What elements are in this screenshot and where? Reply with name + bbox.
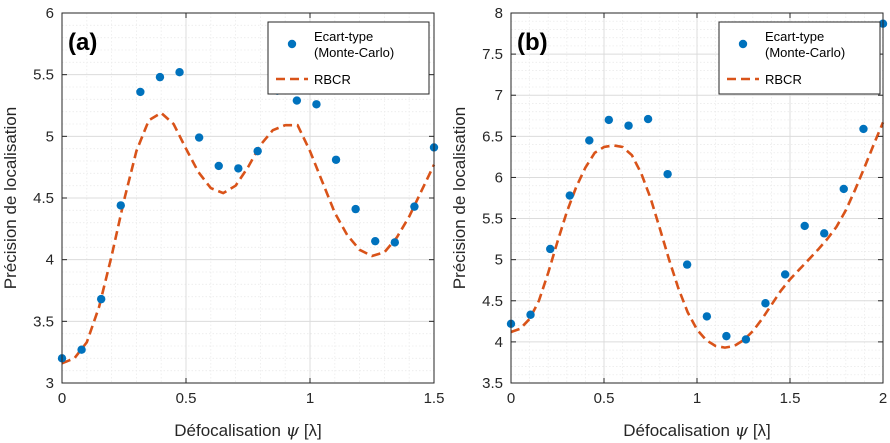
y-tick-label: 5.5	[33, 67, 54, 84]
monte-carlo-point	[331, 155, 341, 164]
panel-b-ytick-labels: 3.5 4 4.5 5 5.5 6 6.5 7 7.5 8	[482, 5, 503, 392]
monte-carlo-point	[77, 345, 86, 354]
panel-b-label: (b)	[517, 29, 548, 56]
panel-b-xlabel: Défocalisation ψ [λ]	[623, 421, 771, 441]
y-tick-label: 4	[46, 252, 54, 269]
legend-marker-monte-carlo	[738, 39, 748, 49]
y-tick-label: 5	[495, 252, 503, 269]
panel-a: (a) 0 0.5 1 1.5 3 3.5 4 4.5 5 5.5 6 Défocalisatio…	[1, 5, 444, 441]
panel-b: (b) 0 0.5 1 1.5 2 3.5 4 4.5 5 5.5 6 6.5 7 7.5 8 Défoc…	[450, 5, 888, 441]
panel-a-legend: Ecart-type (Monte-Carlo) RBCR	[267, 21, 430, 95]
panel-a-grid	[61, 12, 435, 384]
x-tick-label: 0.5	[594, 390, 615, 407]
monte-carlo-point	[643, 114, 653, 124]
y-tick-label: 6.5	[482, 128, 503, 145]
y-tick-label: 6	[495, 169, 503, 186]
x-tick-label: 1	[693, 390, 701, 407]
monte-carlo-point	[741, 335, 751, 344]
monte-carlo-point	[390, 238, 400, 247]
y-tick-label: 8	[495, 5, 503, 22]
x-tick-label: 0	[507, 390, 515, 407]
legend-box	[718, 21, 881, 95]
monte-carlo-point	[136, 87, 145, 97]
monte-carlo-point	[604, 115, 614, 125]
monte-carlo-point	[410, 202, 419, 211]
panel-b-xlabel-prefix: Défocalisation	[623, 421, 735, 440]
legend-marker-monte-carlo	[287, 39, 297, 49]
panel-a-xtick-labels: 0 0.5 1 1.5	[58, 390, 445, 407]
x-tick-label: 0	[58, 390, 66, 407]
monte-carlo-point	[253, 146, 262, 156]
x-tick-label: 1.5	[780, 390, 801, 407]
y-tick-label: 3.5	[33, 313, 54, 330]
panel-a-ylabel: Précision de localisation	[1, 107, 20, 289]
panel-b-xlabel-symbol: ψ	[735, 421, 749, 441]
monte-carlo-point	[722, 331, 731, 341]
panel-b-xtick-labels: 0 0.5 1 1.5 2	[507, 390, 887, 407]
y-tick-label: 7	[495, 87, 503, 104]
monte-carlo-point	[800, 221, 809, 231]
monte-carlo-point	[585, 136, 594, 145]
panel-a-xlabel-unit: [λ]	[299, 421, 322, 440]
monte-carlo-point	[565, 191, 574, 200]
y-tick-label: 4	[495, 334, 503, 351]
panel-b-xlabel-unit: [λ]	[748, 421, 771, 440]
monte-carlo-point	[292, 96, 302, 105]
monte-carlo-point	[859, 124, 868, 134]
panel-a-xlabel-prefix: Défocalisation	[174, 421, 286, 440]
monte-carlo-point	[546, 244, 555, 254]
monte-carlo-point	[312, 100, 321, 109]
x-tick-label: 1.5	[424, 390, 445, 407]
panel-a-axes	[61, 12, 435, 384]
monte-carlo-point	[371, 236, 380, 246]
monte-carlo-point	[116, 201, 125, 210]
panel-a-xlabel: Défocalisation ψ [λ]	[174, 421, 322, 441]
x-tick-label: 2	[879, 390, 887, 407]
legend-label-monte-carlo: Ecart-type (Monte-Carlo)	[314, 29, 394, 60]
monte-carlo-point	[175, 68, 184, 77]
x-tick-label: 0.5	[176, 390, 197, 407]
y-tick-label: 4.5	[482, 293, 503, 310]
y-tick-label: 3	[46, 375, 54, 392]
monte-carlo-point	[526, 310, 535, 319]
monte-carlo-point	[96, 294, 106, 304]
monte-carlo-point	[682, 260, 692, 269]
y-tick-label: 5	[46, 128, 54, 145]
x-tick-label: 1	[306, 390, 314, 407]
y-tick-label: 5.5	[482, 211, 503, 228]
panel-b-legend: Ecart-type (Monte-Carlo) RBCR	[718, 21, 881, 95]
rbcr-curve	[61, 111, 436, 365]
panel-a-xlabel-symbol: ψ	[286, 421, 300, 441]
legend-label-monte-carlo: Ecart-type (Monte-Carlo)	[765, 29, 845, 60]
monte-carlo-point	[351, 204, 360, 214]
monte-carlo-point	[663, 169, 672, 179]
panel-a-plot-area	[61, 111, 436, 365]
y-tick-label: 7.5	[482, 46, 503, 63]
panel-b-axes	[510, 12, 884, 384]
y-tick-label: 6	[46, 5, 54, 22]
legend-box	[267, 21, 430, 95]
monte-carlo-point	[234, 164, 243, 173]
panel-a-ytick-labels: 3 3.5 4 4.5 5 5.5 6	[33, 5, 54, 392]
legend-label-rbcr: RBCR	[314, 72, 351, 87]
monte-carlo-point	[780, 270, 790, 279]
panel-b-ylabel: Précision de localisation	[450, 107, 469, 289]
monte-carlo-point	[624, 121, 633, 130]
monte-carlo-point	[839, 184, 848, 194]
monte-carlo-point	[820, 229, 829, 238]
monte-carlo-point	[214, 161, 223, 171]
panel-b-grid	[510, 12, 884, 384]
panel-b-markers	[506, 19, 888, 344]
monte-carlo-point	[761, 299, 770, 308]
monte-carlo-point	[155, 72, 165, 82]
monte-carlo-point	[194, 133, 204, 142]
panel-a-markers	[57, 68, 439, 363]
legend-label-rbcr: RBCR	[765, 72, 802, 87]
monte-carlo-point	[702, 312, 712, 321]
panel-a-label: (a)	[68, 29, 97, 56]
y-tick-label: 3.5	[482, 375, 503, 392]
y-tick-label: 4.5	[33, 190, 54, 207]
